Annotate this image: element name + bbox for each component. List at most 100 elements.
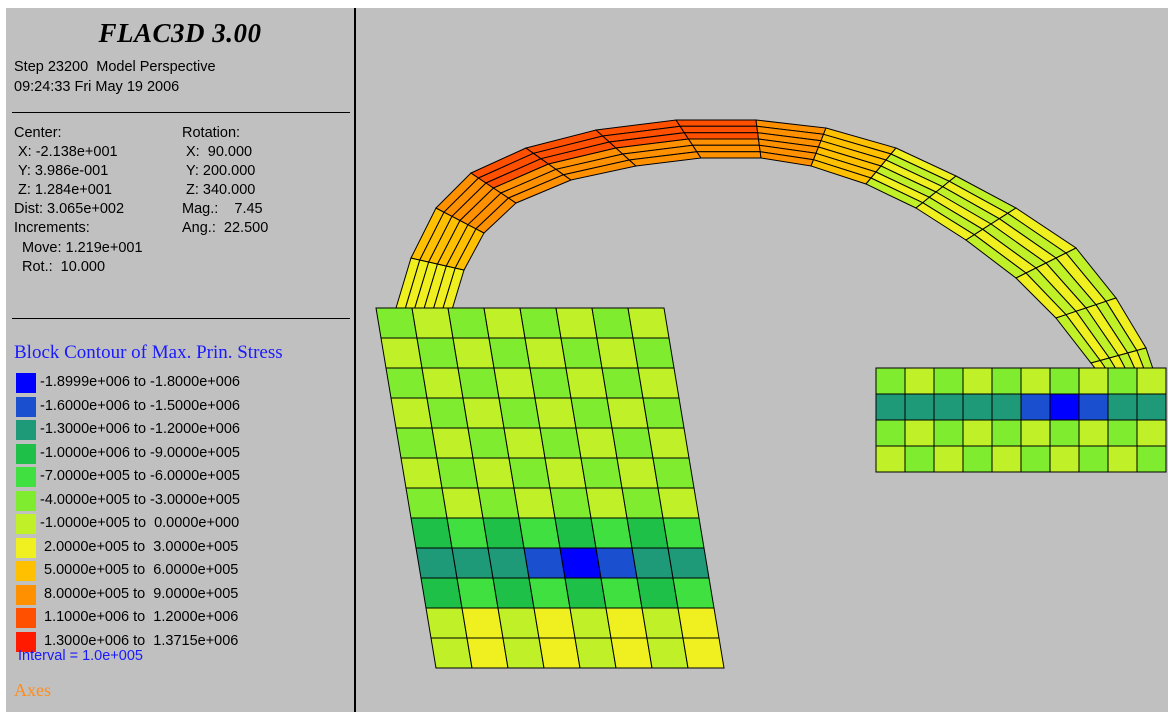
model-element xyxy=(1136,445,1167,473)
legend-swatch xyxy=(16,584,36,605)
center-label: Center: xyxy=(14,125,62,141)
legend-label: -4.0000e+005 to -3.0000e+005 xyxy=(40,491,240,508)
model-element xyxy=(611,427,654,459)
model-element xyxy=(642,397,685,429)
model-element xyxy=(488,337,531,369)
model-element xyxy=(555,307,598,339)
model-element xyxy=(529,367,572,399)
model-element xyxy=(695,151,762,159)
legend-swatch xyxy=(16,467,36,487)
model-element xyxy=(904,419,935,447)
model-element xyxy=(462,397,505,429)
model-element xyxy=(493,367,536,399)
model-element xyxy=(400,457,443,489)
datetime: 09:24:33 Fri May 19 2006 xyxy=(14,79,180,95)
center-x: X: -2.138e+001 xyxy=(18,144,118,160)
model-element xyxy=(549,487,592,519)
model-element xyxy=(1107,419,1138,447)
model-element xyxy=(1078,367,1109,395)
move-increment: Move: 1.219e+001 xyxy=(22,240,143,256)
model-element xyxy=(647,427,690,459)
model-element xyxy=(544,457,587,489)
model-element xyxy=(596,337,639,369)
model-element xyxy=(991,393,1022,421)
magnification: Mag.: 7.45 xyxy=(182,201,263,217)
model-element xyxy=(1020,393,1051,421)
model-element xyxy=(410,517,453,549)
legend-swatch xyxy=(16,490,36,511)
model-element xyxy=(431,427,474,459)
separator xyxy=(12,318,350,319)
model-element xyxy=(441,487,484,519)
model-element xyxy=(875,419,906,447)
model-element xyxy=(646,637,689,669)
model-element xyxy=(508,457,551,489)
model-element xyxy=(600,577,643,609)
step-info: Step 23200 Model Perspective xyxy=(14,59,216,75)
model-element xyxy=(904,393,935,421)
model-element xyxy=(575,427,618,459)
model-element xyxy=(687,138,760,146)
legend-swatch xyxy=(16,561,36,581)
legend-label: -1.3000e+006 to -1.2000e+006 xyxy=(40,421,240,437)
model-element xyxy=(519,307,562,339)
model-element xyxy=(1107,393,1138,421)
model-element xyxy=(564,577,607,609)
increments-label: Increments: xyxy=(14,220,90,236)
model-element xyxy=(652,457,695,489)
model-element xyxy=(518,517,561,549)
legend-label: -1.6000e+006 to -1.5000e+006 xyxy=(40,397,240,414)
legend-swatch xyxy=(16,373,36,393)
model-element xyxy=(962,419,993,447)
legend-label: -1.0000e+005 to 0.0000e+000 xyxy=(40,515,240,531)
model-element xyxy=(482,517,525,549)
model-element xyxy=(405,487,448,519)
model-element xyxy=(1136,367,1167,395)
model-element xyxy=(616,457,659,489)
model-element xyxy=(632,337,675,369)
model-element xyxy=(667,547,710,579)
model-element xyxy=(451,547,494,579)
separator xyxy=(12,112,350,113)
model-element xyxy=(446,517,489,549)
model-element xyxy=(554,517,597,549)
model-element xyxy=(1049,445,1080,473)
model-element xyxy=(991,419,1022,447)
model-element xyxy=(991,445,1022,473)
model-element xyxy=(875,367,906,395)
panel-divider xyxy=(354,8,356,712)
model-element xyxy=(416,337,459,369)
model-element xyxy=(395,427,438,459)
model-element xyxy=(538,637,581,669)
model-element xyxy=(380,337,423,369)
center-z: Z: 1.284e+001 xyxy=(18,182,112,198)
model-element xyxy=(534,397,577,429)
legend-swatch xyxy=(16,631,36,652)
rotation-y: Y: 200.000 xyxy=(186,163,256,179)
model-element xyxy=(991,367,1022,395)
model-element xyxy=(682,637,725,669)
model-element xyxy=(472,457,515,489)
model-element xyxy=(662,517,705,549)
rot-increment: Rot.: 10.000 xyxy=(22,259,106,275)
tunnel-lining-model xyxy=(375,119,1167,669)
model-element xyxy=(580,457,623,489)
model-element xyxy=(467,427,510,459)
model-element xyxy=(610,637,653,669)
model-element xyxy=(569,607,612,639)
model-element xyxy=(1049,419,1080,447)
model-element xyxy=(904,445,935,473)
model-element xyxy=(962,445,993,473)
model-element xyxy=(627,307,670,339)
rotation-z: Z: 340.000 xyxy=(186,182,256,198)
model-element xyxy=(1020,367,1051,395)
model-element xyxy=(457,367,500,399)
legend-label: 1.1000e+006 to 1.2000e+006 xyxy=(40,609,239,625)
model-element xyxy=(498,397,541,429)
model-viewport[interactable] xyxy=(356,8,1168,712)
model-element xyxy=(513,487,556,519)
model-element xyxy=(421,367,464,399)
model-element xyxy=(375,307,418,339)
model-element xyxy=(933,445,964,473)
